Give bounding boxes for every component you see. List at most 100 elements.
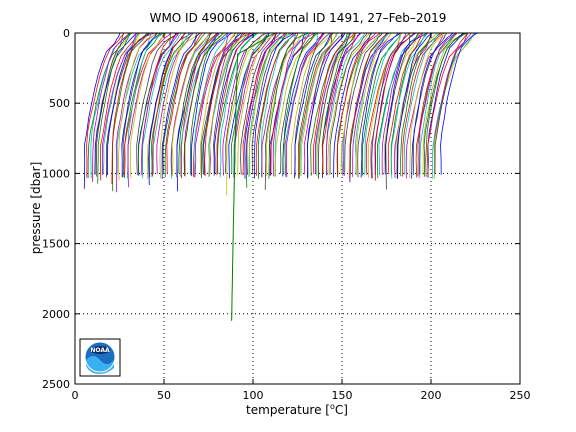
profile-line xyxy=(251,32,288,175)
profile-line xyxy=(355,32,392,176)
profile-line xyxy=(427,32,468,177)
profile-line xyxy=(147,32,185,180)
x-tick-label: 200 xyxy=(421,389,442,402)
grid-lines xyxy=(75,33,520,384)
x-tick-label: 150 xyxy=(332,389,353,402)
profile-line xyxy=(415,32,458,178)
profile-line xyxy=(344,32,383,176)
profile-line xyxy=(111,32,155,185)
profile-line xyxy=(171,32,212,176)
profile-line xyxy=(121,32,158,178)
profile-line xyxy=(364,32,402,175)
profile-line xyxy=(124,32,166,176)
profile-line xyxy=(270,32,311,176)
profile-line xyxy=(390,32,426,179)
profile-line xyxy=(122,32,163,178)
profile-line xyxy=(242,32,277,176)
y-tick-label: 1500 xyxy=(42,238,70,251)
y-tick-label: 2500 xyxy=(42,378,70,391)
profile-line xyxy=(418,32,457,179)
profile-line xyxy=(318,32,352,179)
profile-line xyxy=(204,32,246,177)
profile-line xyxy=(434,32,469,174)
profile-line xyxy=(321,32,357,175)
profile-line xyxy=(208,32,250,178)
noaa-logo-text: NOAA xyxy=(90,347,110,354)
profile-line xyxy=(367,32,402,178)
y-tick-label: 2000 xyxy=(42,308,70,321)
profile-line xyxy=(117,32,160,181)
y-tick-label: 0 xyxy=(63,27,70,40)
profile-line xyxy=(294,32,331,177)
profile-line xyxy=(349,32,388,179)
profile-line xyxy=(440,32,478,175)
profile-line xyxy=(179,32,219,177)
profile-line xyxy=(86,32,124,178)
profile-line xyxy=(203,32,242,176)
profile-line xyxy=(274,32,311,177)
noaa-logo: NOAA xyxy=(79,338,121,377)
profile-line xyxy=(419,32,457,175)
profile-line xyxy=(161,32,200,179)
chart-title: WMO ID 4900618, internal ID 1491, 27–Feb… xyxy=(150,11,447,25)
profile-line xyxy=(374,32,415,181)
x-tick-label: 50 xyxy=(157,389,171,402)
profile-line xyxy=(403,32,439,175)
profile-line xyxy=(194,32,229,178)
profile-line xyxy=(140,32,180,176)
profile-line xyxy=(127,32,165,179)
x-axis-label: temperature [oC] xyxy=(246,402,348,417)
profile-line xyxy=(264,32,299,190)
x-tick-label: 100 xyxy=(243,389,264,402)
profile-line xyxy=(141,32,182,179)
profile-line xyxy=(327,32,370,176)
profile-line xyxy=(275,32,318,177)
profile-line xyxy=(310,32,349,176)
profile-line xyxy=(237,32,277,176)
profile-line xyxy=(397,32,432,180)
y-axis-label: pressure [dbar] xyxy=(29,162,43,255)
profile-line xyxy=(371,32,410,179)
y-tick-label: 1000 xyxy=(42,167,70,180)
profile-line xyxy=(116,32,153,175)
profile-line xyxy=(152,32,187,176)
profile-line xyxy=(329,32,368,175)
profile-line xyxy=(306,32,346,178)
profile-line xyxy=(83,32,121,189)
profile-line xyxy=(176,32,212,178)
profile-line xyxy=(95,32,131,177)
profile-line xyxy=(322,32,356,174)
plot-frame xyxy=(74,32,521,385)
profile-line xyxy=(183,32,228,175)
x-tick-label: 0 xyxy=(72,389,79,402)
profile-line xyxy=(178,32,219,174)
profile-line xyxy=(340,32,382,174)
profile-line xyxy=(402,32,443,177)
profile-line xyxy=(193,32,228,178)
profile-line xyxy=(162,32,197,175)
profile-line xyxy=(411,32,454,179)
profile-line xyxy=(228,32,271,179)
deep-profile-line xyxy=(231,32,275,321)
profile-line xyxy=(294,32,332,179)
profile-line xyxy=(370,32,407,179)
profile-line xyxy=(268,32,309,179)
profile-line xyxy=(202,32,239,174)
profile-line xyxy=(199,32,235,176)
profile-line xyxy=(253,32,295,179)
profile-line xyxy=(101,32,137,175)
profile-line xyxy=(427,32,464,178)
profile-line xyxy=(213,32,255,176)
profile-line xyxy=(409,32,446,179)
profile-line xyxy=(360,32,401,178)
profile-line xyxy=(390,32,429,175)
profile-line xyxy=(425,32,468,177)
profile-line xyxy=(300,32,337,175)
profile-line xyxy=(337,32,377,175)
x-tick-label: 250 xyxy=(510,389,531,402)
profile-line xyxy=(92,32,131,182)
profile-line xyxy=(384,32,429,175)
profile-line xyxy=(240,32,282,175)
profile-line xyxy=(260,32,296,177)
